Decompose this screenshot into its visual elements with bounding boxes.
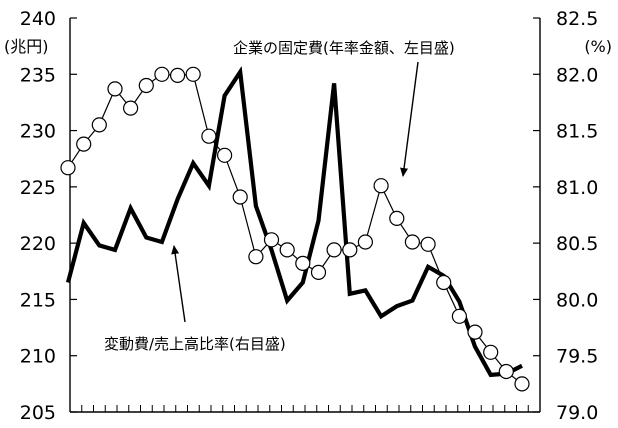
right-axis-tick-label: 82.5 <box>556 8 598 30</box>
left-axis-tick-label: 240 <box>20 8 56 30</box>
right-axis-unit: (%) <box>584 37 612 56</box>
right-axis: 82.5 82.0 81.5 81.0 80.5 80.0 79.5 79.0 <box>533 8 598 424</box>
right-axis-tick-label: 80.5 <box>556 233 598 255</box>
fixed-cost-point <box>420 236 436 252</box>
fixed-cost-point <box>138 77 154 94</box>
fixed-cost-point <box>467 324 483 340</box>
left-axis-tick-label: 225 <box>20 177 56 199</box>
variable-cost-ratio-line <box>65 66 523 378</box>
fixed-cost-point <box>389 210 405 226</box>
left-axis-tick-label: 235 <box>20 64 56 86</box>
left-axis-tick-label: 215 <box>20 289 56 311</box>
fixed-cost-point <box>201 128 217 144</box>
annotation-layer: 企業の固定費(年率金額、左目盛) 変動費/売上高比率(右目盛) <box>104 39 455 353</box>
fixed-cost-point <box>107 81 123 97</box>
fixed-cost-point <box>514 376 530 392</box>
left-axis-tick-label: 220 <box>20 233 56 255</box>
fixed-cost-point <box>263 232 280 248</box>
annotation-arrow-variable-cost-ratio <box>171 245 186 323</box>
fixed-cost-point <box>357 234 373 250</box>
fixed-cost-point <box>232 189 248 205</box>
fixed-cost-point <box>185 66 201 82</box>
right-axis-tick-label: 81.5 <box>556 121 598 143</box>
left-axis-tick-label: 230 <box>20 121 56 143</box>
fixed-cost-point <box>60 160 76 176</box>
right-axis-tick-label: 81.0 <box>556 177 598 199</box>
fixed-cost-point <box>404 234 420 250</box>
annotation-fixed-cost: 企業の固定費(年率金額、左目盛) <box>233 39 455 57</box>
series-layer <box>60 66 530 392</box>
fixed-cost-point <box>91 117 107 133</box>
fixed-cost-point <box>451 308 467 324</box>
left-axis-tick-label: 205 <box>20 402 56 424</box>
right-axis-tick-label: 79.0 <box>556 402 598 424</box>
fixed-cost-point <box>76 136 92 152</box>
fixed-cost-point <box>217 147 233 163</box>
left-axis-tick-label: 210 <box>20 346 56 368</box>
fixed-cost-point <box>436 274 452 291</box>
fixed-cost-point <box>310 264 327 280</box>
fixed-cost-point <box>295 255 311 271</box>
right-axis-tick-label: 80.0 <box>556 289 598 311</box>
fixed-cost-point <box>248 249 264 265</box>
right-axis-tick-label: 82.0 <box>556 64 598 86</box>
left-axis: 240 235 230 225 220 215 210 205 <box>20 8 77 424</box>
x-axis-ticks <box>69 405 541 412</box>
fixed-cost-point <box>373 178 389 194</box>
annotation-arrow-fixed-cost <box>400 61 419 177</box>
fixed-cost-point <box>279 242 295 258</box>
fixed-cost-point <box>170 67 186 84</box>
left-axis-unit: (兆円) <box>4 37 49 56</box>
fixed-cost-point <box>483 344 499 360</box>
fixed-cost-point <box>154 66 170 82</box>
fixed-cost-point <box>342 242 358 258</box>
right-axis-tick-label: 79.5 <box>556 346 598 368</box>
fixed-cost-point <box>326 242 342 258</box>
fixed-cost-point <box>498 363 514 380</box>
annotation-variable-cost-ratio: 変動費/売上高比率(右目盛) <box>104 335 286 353</box>
fixed-cost-point <box>123 100 139 116</box>
